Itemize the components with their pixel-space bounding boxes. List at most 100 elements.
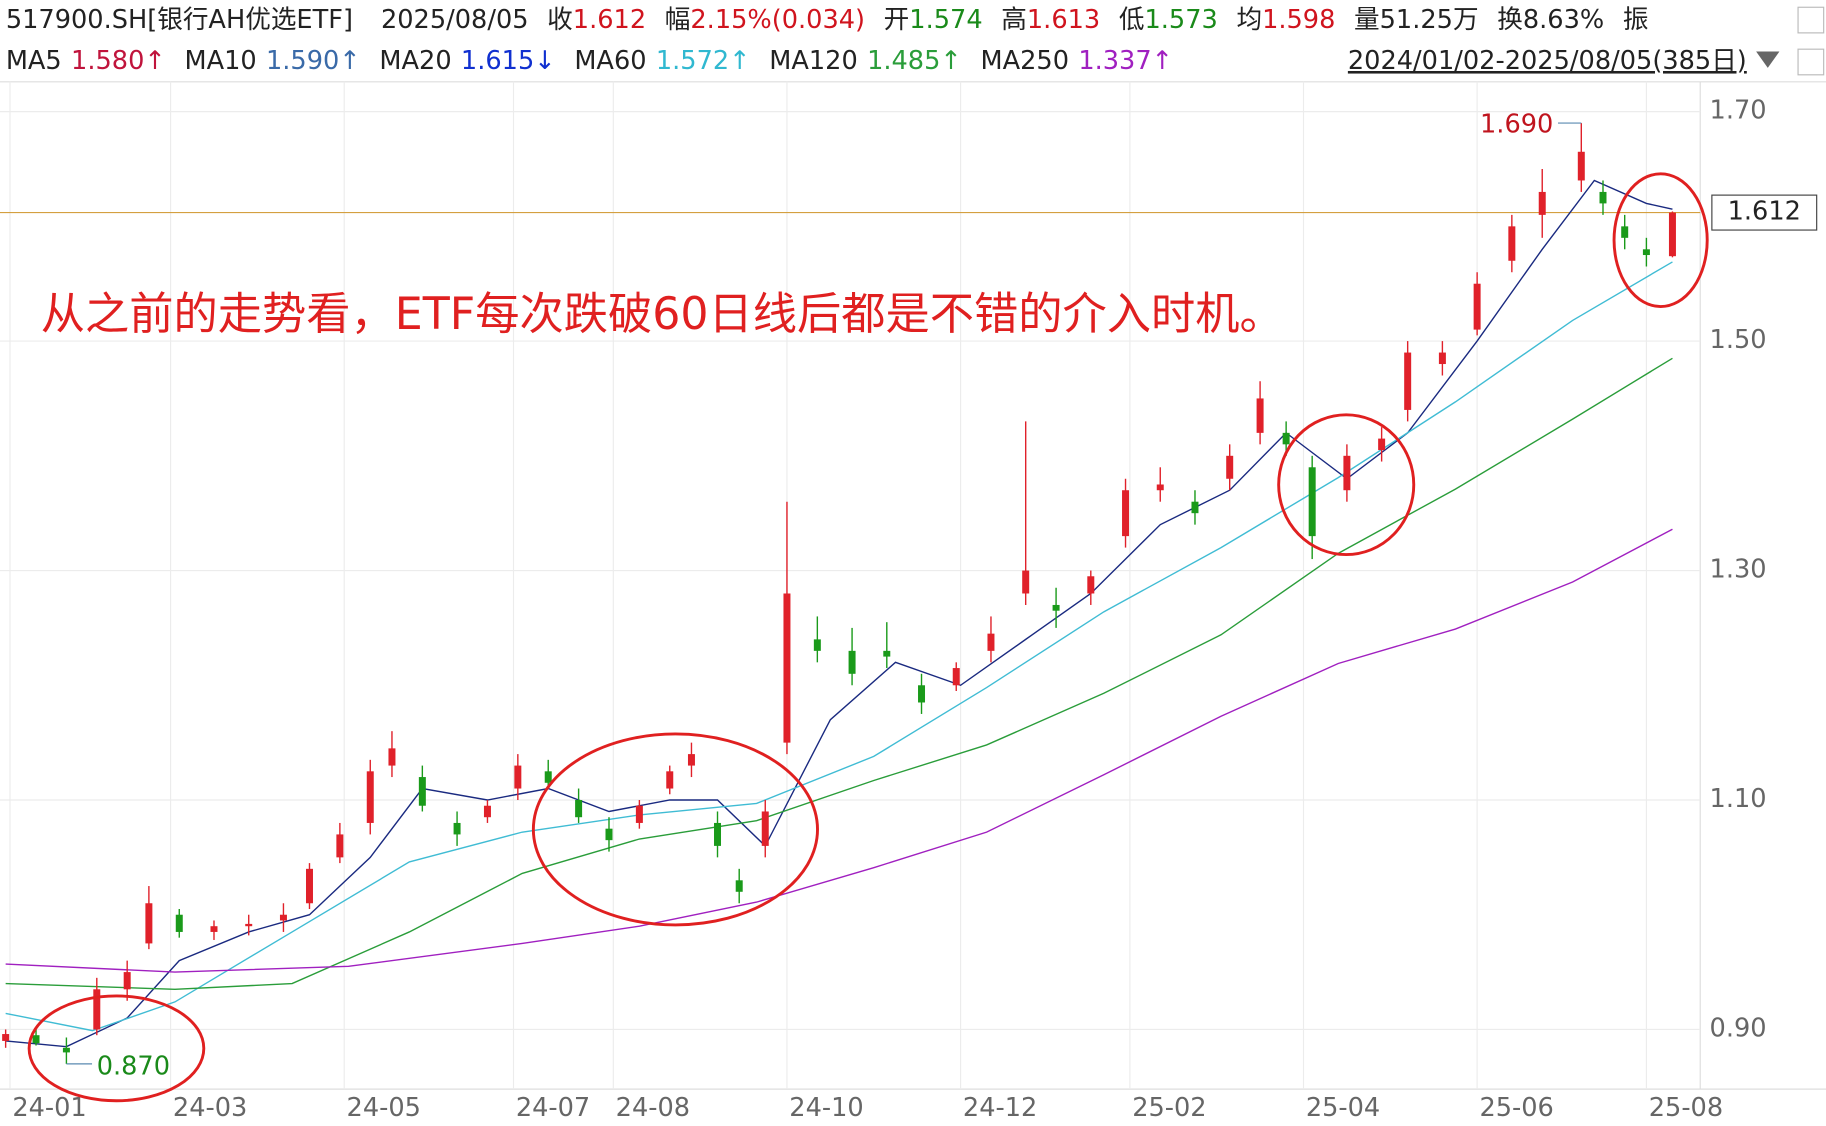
candle-body (783, 593, 791, 743)
header-label: 收 (547, 5, 573, 35)
candle-body (145, 903, 153, 944)
candle-body (1052, 604, 1060, 611)
highlight-ellipse (1277, 413, 1416, 557)
candle-body (388, 748, 396, 766)
candle-body (1577, 151, 1585, 181)
candle-body (1256, 398, 1264, 433)
header-label: 开 (884, 5, 910, 35)
x-tick-label: 25-02 (1132, 1093, 1206, 1122)
price-tag (1711, 194, 1818, 231)
header-value: 1.613 (1027, 5, 1100, 35)
header-label: 幅 (665, 5, 691, 35)
candle-body (918, 685, 926, 703)
price-tag-label: 1.612 (1728, 197, 1801, 227)
header-label: 均 (1236, 5, 1262, 35)
candle-body (483, 805, 491, 818)
candle-body (987, 633, 995, 651)
candle-body (635, 805, 643, 823)
ma-row: MA5 1.580↑ MA10 1.590↑ MA20 1.615↓ MA60 1.572↑ M… (6, 46, 1173, 76)
header-value: 1.573 (1144, 5, 1217, 35)
candle-body (1621, 226, 1629, 238)
header-label: MA20 (379, 46, 451, 76)
candle-body (666, 771, 674, 789)
candle-body (93, 989, 101, 1030)
candle-body (453, 822, 461, 835)
candle-body (123, 972, 131, 990)
x-tick-label: 24-07 (516, 1093, 590, 1122)
header-value: 1.612 (573, 5, 646, 35)
candle-body (336, 834, 344, 858)
ma-line (5, 179, 1673, 1048)
header-row: 517900.SH[银行AH优选ETF] 2025/08/05 收1.612 幅2.1… (6, 5, 1649, 35)
icon[interactable] (1797, 48, 1825, 76)
candle-body (245, 923, 253, 927)
candle-body (1473, 283, 1481, 330)
header-value: 51.25万 (1380, 5, 1479, 35)
header-value: 1.590↑ (266, 46, 361, 76)
candle-body (1343, 455, 1351, 491)
header-value: 2025/08/05 (381, 5, 529, 35)
header-label: MA10 (184, 46, 256, 76)
candle-body (1668, 212, 1676, 257)
high-label: 1.690 (1480, 109, 1553, 139)
icon[interactable] (1797, 6, 1825, 34)
header-label: MA250 (981, 46, 1070, 76)
y-tick-label: 0.90 (1710, 1013, 1767, 1043)
candle-body (1022, 570, 1030, 594)
candle-body (1156, 484, 1164, 491)
y-tick-label: 1.50 (1710, 325, 1767, 355)
header-value: 1.572↑ (656, 46, 751, 76)
candle-body (2, 1034, 10, 1041)
low-label: 0.870 (97, 1051, 170, 1081)
candle-body (1282, 432, 1290, 445)
candle-body (1122, 490, 1130, 537)
header-label: 低 (1119, 5, 1145, 35)
header-label: 量 (1354, 5, 1380, 35)
candle-body (1191, 501, 1199, 514)
candle-body (279, 914, 287, 921)
candle-body (1378, 438, 1386, 451)
candle-body (1087, 576, 1095, 594)
candle-body (32, 1035, 40, 1044)
x-tick-label: 24-12 (963, 1093, 1037, 1122)
candle-body (952, 668, 960, 686)
x-tick-label: 24-05 (347, 1093, 421, 1122)
header-label: MA120 (769, 46, 857, 76)
x-tick-label: 25-08 (1649, 1093, 1723, 1122)
header-value: 2.15%(0.034) (690, 5, 865, 35)
candle-body (1538, 191, 1546, 215)
candle-body (761, 811, 769, 846)
annotation: 从之前的走势看，ETF每次跌破60日线后都是不错的介入时机。 (41, 289, 1284, 340)
candle-body (544, 771, 552, 783)
header-label: 振 (1623, 5, 1649, 35)
header-value: 8.63% (1523, 5, 1604, 35)
candle-body (514, 765, 522, 789)
candle-body (305, 868, 313, 904)
dropdown-arrow[interactable] (1756, 51, 1780, 68)
highlight-ellipse (27, 994, 206, 1103)
candle-body (1404, 352, 1412, 410)
candle-body (714, 822, 722, 846)
x-tick-label: 25-04 (1306, 1093, 1380, 1122)
ma-line (5, 528, 1673, 973)
candle-body (1508, 226, 1516, 261)
x-tick-label: 24-03 (173, 1093, 247, 1122)
header-label: 换 (1497, 5, 1523, 35)
header-value: 1.598 (1262, 5, 1335, 35)
candle-body (1226, 455, 1234, 479)
candle-body (210, 926, 218, 932)
candle-body (883, 650, 891, 657)
y-tick-label: 1.10 (1710, 784, 1767, 814)
date-range[interactable]: 2024/01/02-2025/08/05(385日) (1348, 46, 1747, 76)
header-label: 517900.SH[银行AH优选ETF] (6, 5, 353, 35)
candle-body (175, 914, 183, 932)
candle-body (418, 777, 426, 806)
header-value: 1.580↑ (71, 46, 166, 76)
y-tick-label: 1.70 (1710, 96, 1767, 126)
candle-body (735, 880, 743, 892)
header-value: 1.615↓ (461, 46, 556, 76)
header-label: MA5 (6, 46, 62, 76)
